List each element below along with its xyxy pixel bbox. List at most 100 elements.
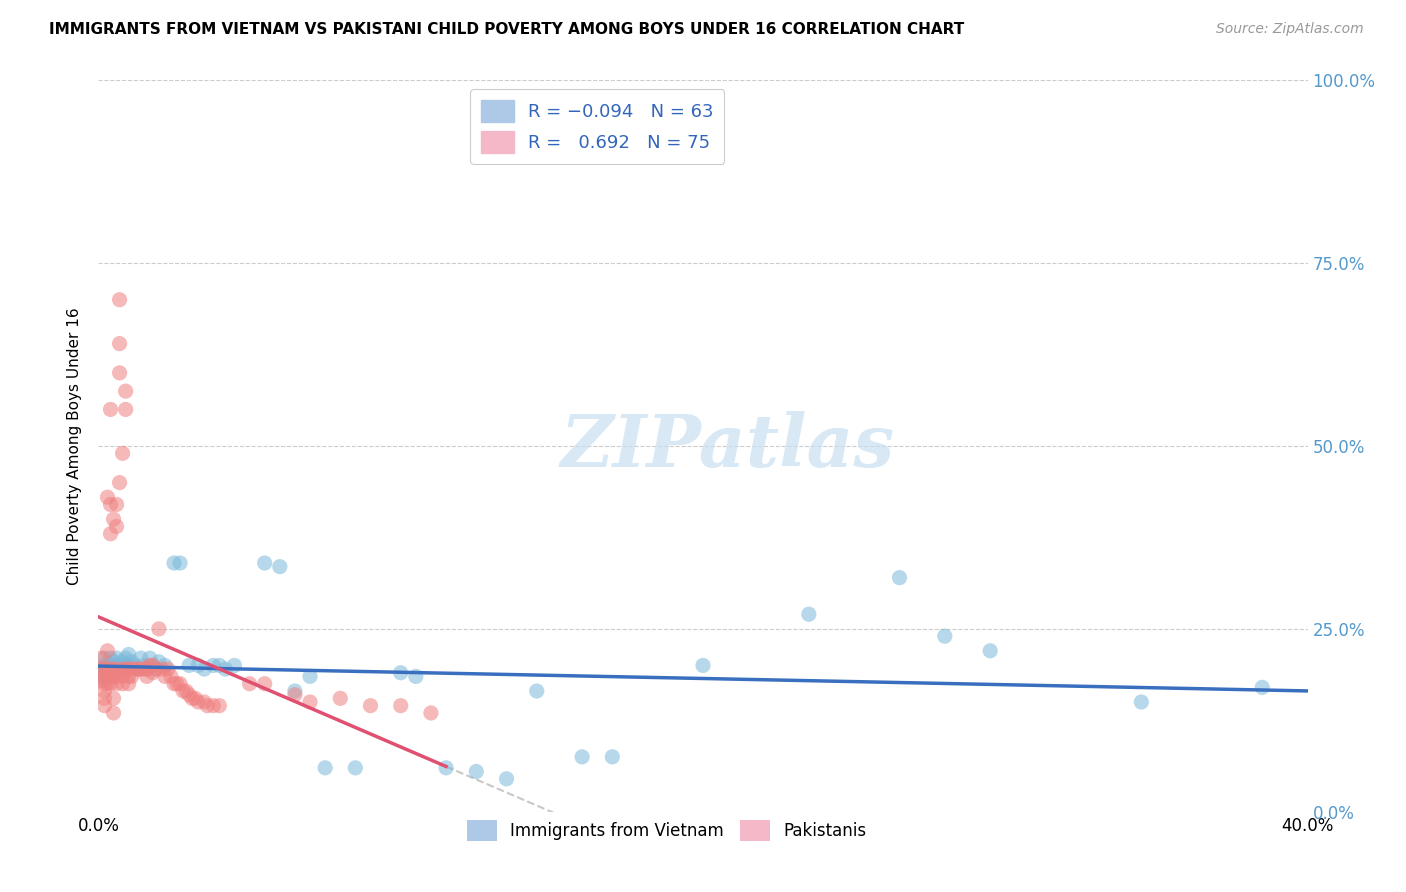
Point <box>100 402 122 417</box>
Text: IMMIGRANTS FROM VIETNAM VS PAKISTANI CHILD POVERTY AMONG BOYS UNDER 16 CORRELATI: IMMIGRANTS FROM VIETNAM VS PAKISTANI CHI… <box>49 22 965 37</box>
Point <box>93 658 115 673</box>
Point <box>153 658 176 673</box>
Point <box>93 691 115 706</box>
Point <box>96 490 118 504</box>
Point <box>108 662 131 676</box>
Point <box>93 665 115 680</box>
Point <box>329 691 352 706</box>
Point <box>135 669 157 683</box>
Point <box>114 384 136 399</box>
Point <box>121 655 143 669</box>
Point <box>142 658 165 673</box>
Point <box>169 676 191 690</box>
Text: ZIPatlas: ZIPatlas <box>560 410 894 482</box>
Point <box>434 761 457 775</box>
Point <box>142 665 165 680</box>
Point <box>602 749 624 764</box>
Point <box>100 498 122 512</box>
Point <box>179 658 201 673</box>
Point <box>145 662 167 676</box>
Point <box>96 669 118 683</box>
Point <box>284 684 307 698</box>
Point <box>90 662 112 676</box>
Point <box>114 662 136 676</box>
Point <box>153 669 176 683</box>
Point <box>100 676 122 690</box>
Point <box>105 669 128 683</box>
Point <box>103 512 125 526</box>
Point <box>100 658 122 673</box>
Point <box>797 607 820 622</box>
Point <box>111 655 134 669</box>
Point <box>284 688 307 702</box>
Point <box>103 691 125 706</box>
Point <box>121 669 143 683</box>
Point <box>93 684 115 698</box>
Point <box>118 662 141 676</box>
Point <box>118 676 141 690</box>
Point <box>187 658 209 673</box>
Point <box>105 658 128 673</box>
Point <box>105 676 128 690</box>
Point <box>111 662 134 676</box>
Point <box>96 676 118 690</box>
Point <box>111 662 134 676</box>
Y-axis label: Child Poverty Among Boys Under 16: Child Poverty Among Boys Under 16 <box>67 307 83 585</box>
Point <box>174 684 197 698</box>
Point <box>90 662 112 676</box>
Point <box>108 336 131 351</box>
Point <box>103 662 125 676</box>
Point <box>118 658 141 673</box>
Point <box>193 662 215 676</box>
Point <box>150 662 173 676</box>
Point <box>100 662 122 676</box>
Point <box>127 662 149 676</box>
Point <box>314 761 336 775</box>
Point <box>108 475 131 490</box>
Point <box>692 658 714 673</box>
Point <box>142 658 165 673</box>
Point <box>208 698 231 713</box>
Point <box>108 293 131 307</box>
Point <box>202 698 225 713</box>
Point <box>495 772 517 786</box>
Point <box>100 526 122 541</box>
Point <box>184 691 207 706</box>
Point <box>96 658 118 673</box>
Point <box>169 556 191 570</box>
Point <box>114 402 136 417</box>
Point <box>166 676 188 690</box>
Point <box>389 665 412 680</box>
Point <box>118 648 141 662</box>
Point <box>96 669 118 683</box>
Point <box>103 655 125 669</box>
Point <box>111 676 134 690</box>
Point <box>105 662 128 676</box>
Point <box>135 662 157 676</box>
Point <box>93 662 115 676</box>
Point <box>100 665 122 680</box>
Point <box>93 669 115 683</box>
Point <box>129 651 152 665</box>
Point <box>193 695 215 709</box>
Point <box>108 366 131 380</box>
Point <box>90 651 112 665</box>
Point <box>208 658 231 673</box>
Point <box>139 651 162 665</box>
Point <box>269 559 291 574</box>
Point <box>103 662 125 676</box>
Point <box>465 764 488 779</box>
Point <box>163 676 186 690</box>
Point <box>224 658 246 673</box>
Point <box>1251 681 1274 695</box>
Point <box>253 676 276 690</box>
Point <box>90 673 112 687</box>
Point <box>299 695 322 709</box>
Point <box>103 669 125 683</box>
Point <box>389 698 412 713</box>
Point <box>93 676 115 690</box>
Point <box>124 662 146 676</box>
Point <box>96 662 118 676</box>
Point <box>1130 695 1153 709</box>
Point <box>129 662 152 676</box>
